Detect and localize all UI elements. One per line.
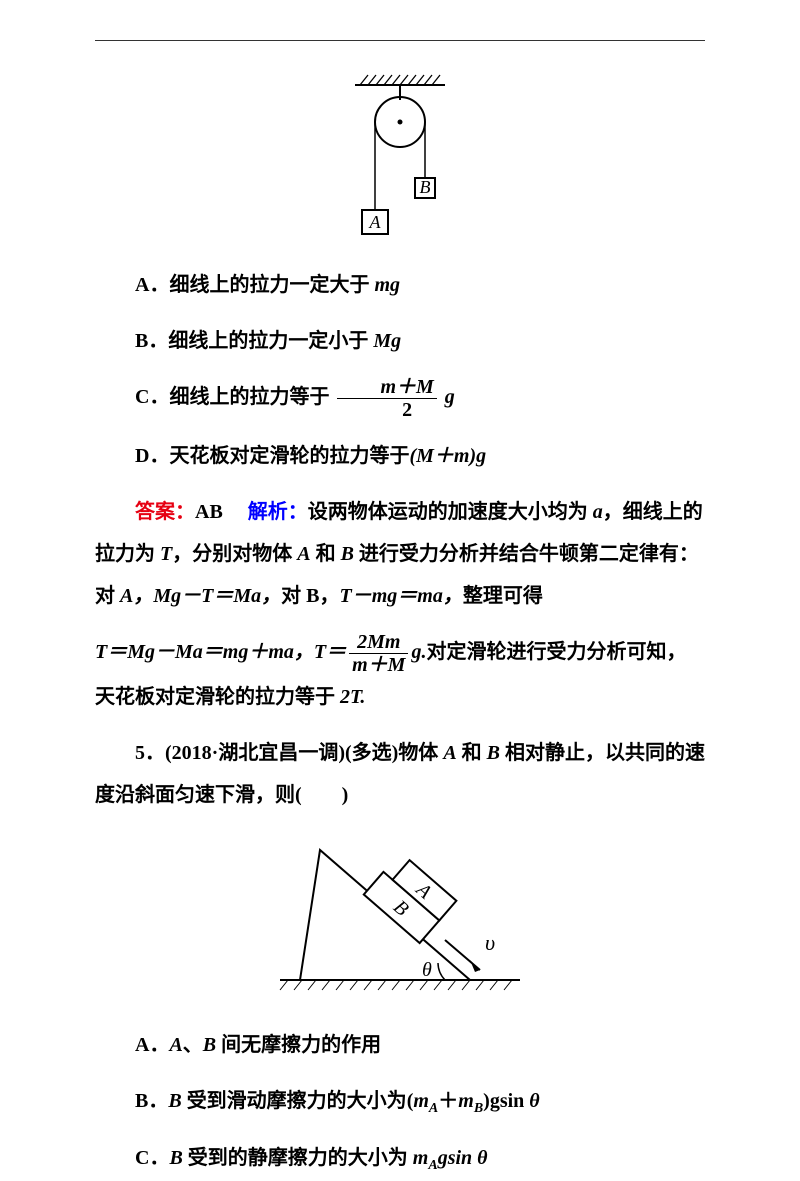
answer-line2: T＝Mg－Ma＝mg＋ma，T＝2Mmm＋Mg.对定滑轮进行受力分析可知，天花板…: [95, 631, 705, 718]
svg-text:θ: θ: [422, 959, 432, 981]
pulley-diagram: A B: [95, 70, 705, 246]
option-a: A．细线上的拉力一定大于 mg: [95, 264, 705, 306]
q5-option-a: A．A、B 间无摩擦力的作用: [95, 1024, 705, 1066]
incline-diagram: B A υ θ: [95, 830, 705, 1006]
page-top-rule: [95, 40, 705, 41]
svg-text:υ: υ: [485, 930, 495, 955]
question-5: 5．(2018·湖北宜昌一调)(多选)物体 A 和 B 相对静止，以共同的速度沿…: [95, 732, 705, 816]
answer-block: 答案：AB 解析：设两物体运动的加速度大小均为 a，细线上的拉力为 T，分别对物…: [95, 491, 705, 617]
svg-text:B: B: [420, 177, 431, 197]
option-d: D．天花板对定滑轮的拉力等于(M＋m)g: [95, 435, 705, 477]
q5-option-b: B．B 受到滑动摩擦力的大小为(mA＋mB)gsin θ: [95, 1080, 705, 1123]
svg-text:A: A: [369, 212, 382, 232]
q5-option-c: C．B 受到的静摩擦力的大小为 mAgsin θ: [95, 1137, 705, 1180]
option-b: B．细线上的拉力一定小于 Mg: [95, 320, 705, 362]
option-c: C．细线上的拉力等于 m＋M2 g: [95, 376, 705, 421]
